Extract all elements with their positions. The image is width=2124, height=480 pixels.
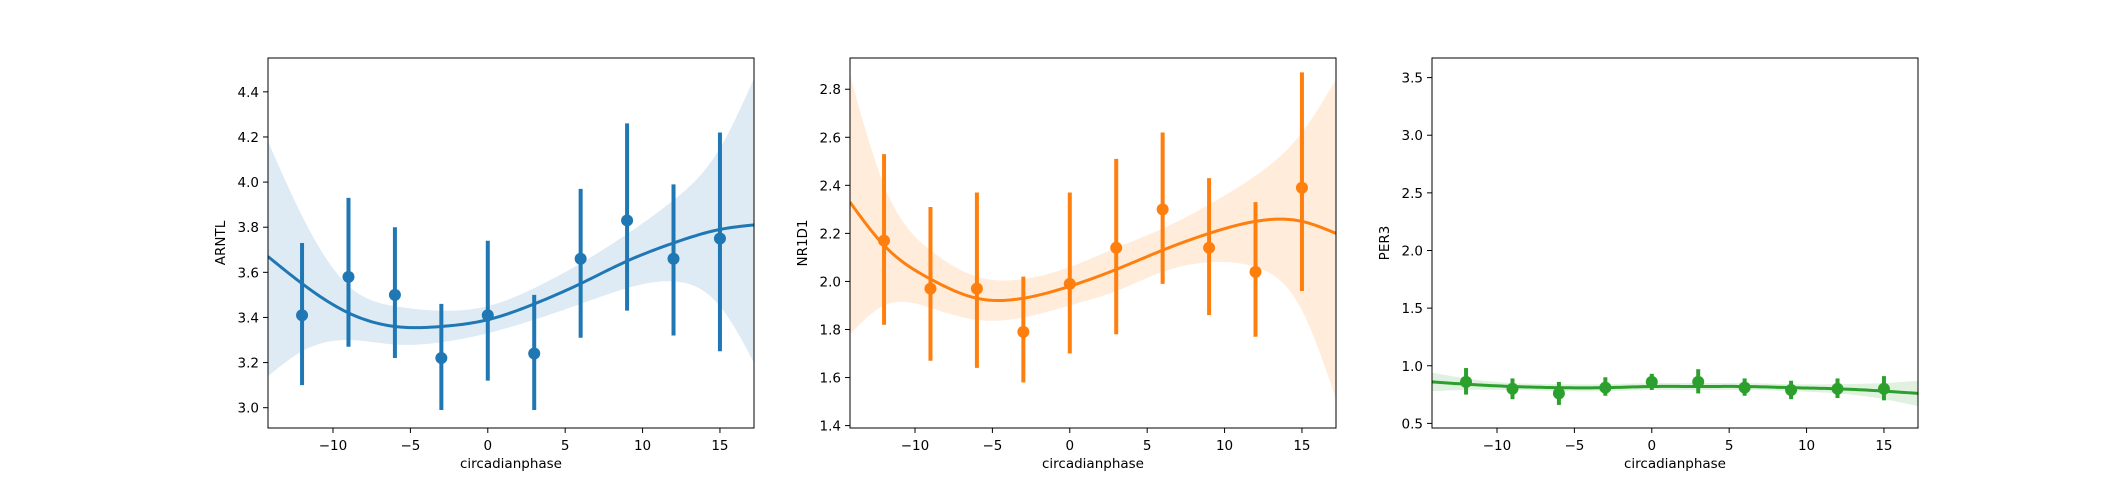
x-tick-label: −5 [1564, 438, 1584, 454]
y-tick-label: 4.2 [238, 130, 259, 146]
x-tick-label: 15 [711, 438, 728, 454]
y-tick-label: 2.0 [820, 274, 841, 290]
x-tick-label: −10 [901, 438, 930, 454]
x-axis-label: circadianphase [1042, 456, 1144, 472]
data-point [1831, 382, 1844, 395]
data-point [1738, 381, 1751, 394]
data-point [1599, 381, 1612, 394]
x-tick-label: 15 [1293, 438, 1310, 454]
y-tick-label: 2.4 [820, 178, 841, 194]
data-point [1645, 375, 1658, 388]
y-tick-label: 1.8 [820, 322, 841, 338]
subplot-arntl: −10 −5 0 5 10 15 3.0 3.2 3.4 3.6 3.8 4.0 4.2 4.4 circa… [213, 57, 755, 472]
y-tick-label: 1.5 [1402, 301, 1423, 317]
data-point [970, 282, 983, 295]
subplot-per3: −10 −5 0 5 10 15 0.5 1.0 1.5 2.0 2.5 3.0 3.5 circadia… [1377, 57, 1919, 472]
data-point [621, 214, 634, 227]
axes-frame [849, 57, 1337, 429]
plot-area [1432, 368, 1918, 407]
y-tick-label: 2.0 [1402, 243, 1423, 259]
confidence-band [850, 74, 1336, 400]
plot-area [268, 78, 754, 410]
data-point [1156, 203, 1169, 216]
data-point [667, 252, 680, 265]
data-point [1295, 181, 1308, 194]
data-point [1249, 265, 1262, 278]
y-tick-label: 1.0 [1402, 359, 1423, 375]
data-point [388, 288, 401, 301]
data-point [1877, 382, 1890, 395]
y-tick-label: 3.0 [1402, 128, 1423, 144]
data-point [1506, 382, 1519, 395]
x-axis-label: circadianphase [1624, 456, 1726, 472]
y-tick-label: 4.4 [238, 85, 259, 101]
data-point [1785, 383, 1798, 396]
data-point [1017, 325, 1030, 338]
x-tick-label: −5 [400, 438, 420, 454]
y-axis-label: ARNTL [213, 220, 229, 265]
data-point [1203, 241, 1216, 254]
data-point [435, 352, 448, 365]
y-tick-label: 3.5 [1402, 71, 1423, 87]
y-tick-label: 2.6 [820, 130, 841, 146]
y-tick-label: 0.5 [1402, 416, 1423, 432]
y-tick-label: 3.6 [238, 265, 259, 281]
y-tick-label: 2.2 [820, 226, 841, 242]
x-tick-label: 0 [483, 438, 492, 454]
data-point [1460, 375, 1473, 388]
y-axis-label: NR1D1 [795, 219, 811, 266]
y-tick-label: 3.0 [238, 401, 259, 417]
data-point [924, 282, 937, 295]
data-point [1063, 277, 1076, 290]
data-point [296, 309, 309, 322]
data-point [713, 232, 726, 245]
x-tick-label: 5 [1143, 438, 1152, 454]
x-tick-label: 5 [1725, 438, 1734, 454]
data-point [481, 309, 494, 322]
confidence-band [268, 78, 754, 377]
data-point [878, 234, 891, 247]
data-point [342, 270, 355, 283]
confidence-band [1432, 372, 1918, 407]
y-tick-label: 4.0 [238, 175, 259, 191]
y-tick-label: 1.4 [820, 419, 841, 435]
data-point [528, 347, 541, 360]
plot-area [850, 72, 1336, 400]
y-tick-label: 1.6 [820, 371, 841, 387]
y-axis-label: PER3 [1377, 226, 1393, 261]
x-tick-label: 10 [634, 438, 651, 454]
subplot-grid: −10 −5 0 5 10 15 3.0 3.2 3.4 3.6 3.8 4.0 4.2 4.4 circa… [213, 57, 1919, 472]
y-tick-label: 2.5 [1402, 186, 1423, 202]
y-tick-label: 3.2 [238, 356, 259, 372]
x-tick-label: 10 [1798, 438, 1815, 454]
axes-frame [1431, 57, 1919, 429]
y-tick-label: 2.8 [820, 82, 841, 98]
x-tick-label: −10 [319, 438, 348, 454]
x-tick-label: 5 [561, 438, 570, 454]
x-tick-label: −10 [1483, 438, 1512, 454]
data-point [1552, 387, 1565, 400]
x-axis-label: circadianphase [460, 456, 562, 472]
x-tick-label: −5 [982, 438, 1002, 454]
y-tick-label: 3.8 [238, 220, 259, 236]
subplot-nr1d1: −10 −5 0 5 10 15 1.4 1.6 1.8 2.0 2.2 2.4 2.6 2.8 circa… [795, 57, 1337, 472]
x-tick-label: 0 [1647, 438, 1656, 454]
y-tick-label: 3.4 [238, 310, 259, 326]
x-tick-label: 0 [1065, 438, 1074, 454]
x-tick-label: 10 [1216, 438, 1233, 454]
data-point [1692, 375, 1705, 388]
axes-frame [267, 57, 755, 429]
data-point [574, 252, 587, 265]
data-point [1110, 241, 1123, 254]
x-tick-label: 15 [1875, 438, 1892, 454]
